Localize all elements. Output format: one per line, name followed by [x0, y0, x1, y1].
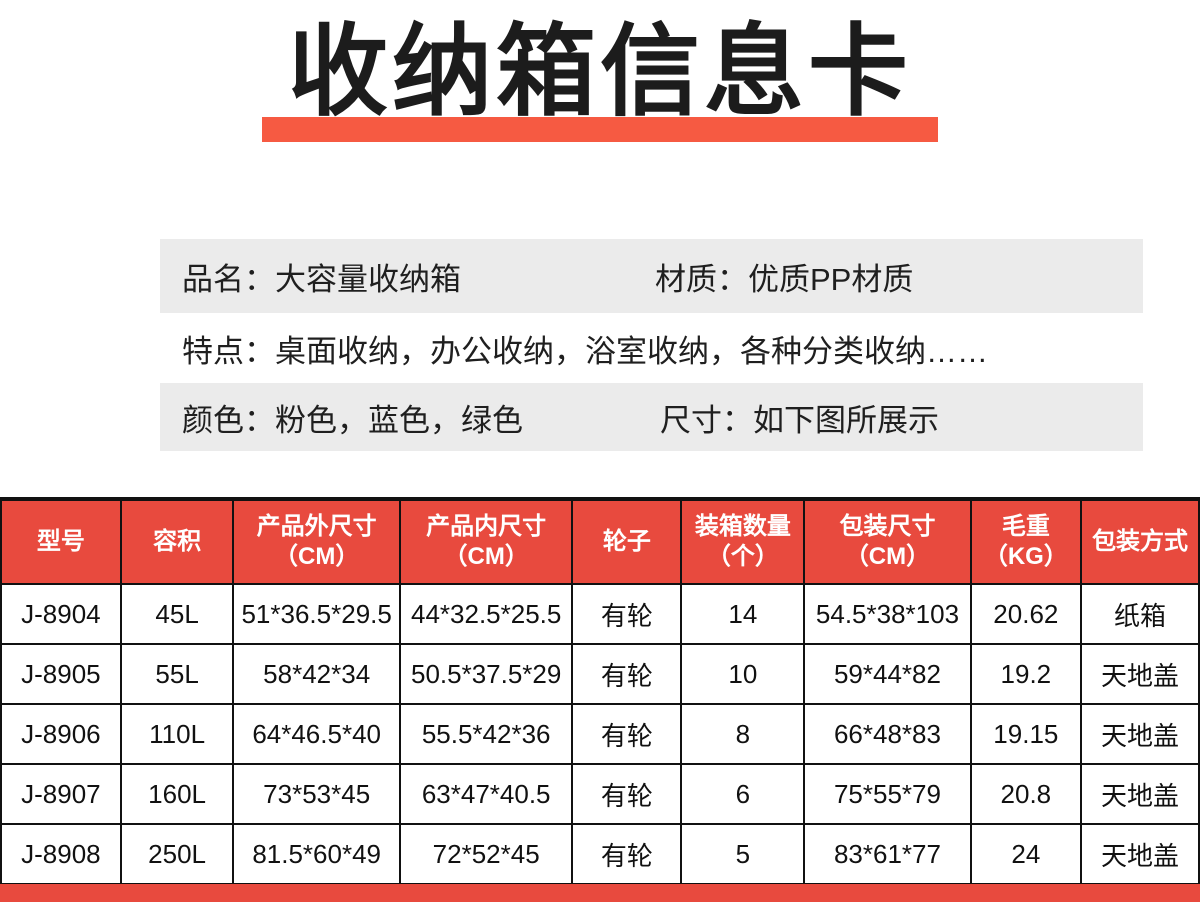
- cell-gross-weight: 19.15: [969, 703, 1082, 765]
- features-label: 特点：: [182, 333, 275, 369]
- cell-gross-weight: 24: [969, 823, 1082, 885]
- page-title: 收纳箱信息卡: [288, 16, 912, 128]
- color-pair: 颜色：粉色，蓝色，绿色: [160, 395, 523, 440]
- cell-qty-per-carton: 10: [680, 643, 806, 705]
- size-value: 如下图所展示: [753, 402, 939, 438]
- cell-capacity: 55L: [119, 643, 235, 705]
- col-header-wheels: 轮子: [571, 498, 683, 585]
- product-name-label: 品名：: [182, 261, 275, 297]
- cell-packing-method: 天地盖: [1079, 823, 1200, 885]
- material-pair: 材质：优质PP材质: [655, 254, 913, 299]
- cell-inner-size: 55.5*42*36: [398, 703, 574, 765]
- material-label: 材质：: [655, 261, 748, 297]
- bottom-red-strip: [0, 884, 1200, 902]
- col-header-package-size: 包装尺寸 （CM）: [803, 498, 972, 585]
- cell-qty-per-carton: 14: [680, 583, 806, 645]
- product-name-pair: 品名：大容量收纳箱: [160, 254, 461, 299]
- spec-table: 型号 容积 产品外尺寸 （CM） 产品内尺寸 （CM） 轮子 装箱数量 （个） 包装尺寸 （…: [0, 497, 1200, 885]
- material-value: 优质PP材质: [748, 261, 914, 297]
- cell-qty-per-carton: 5: [680, 823, 806, 885]
- cell-wheels: 有轮: [571, 703, 683, 765]
- col-header-model: 型号: [0, 498, 122, 585]
- features-pair: 特点：桌面收纳，办公收纳，浴室收纳，各种分类收纳……: [160, 326, 988, 371]
- spec-table-header: 型号 容积 产品外尺寸 （CM） 产品内尺寸 （CM） 轮子 装箱数量 （个） 包装尺寸 （…: [0, 498, 1200, 585]
- cell-outer-size: 64*46.5*40: [232, 703, 401, 765]
- cell-capacity: 45L: [119, 583, 235, 645]
- product-name-value: 大容量收纳箱: [275, 261, 461, 297]
- table-row: J-8904 45L 51*36.5*29.5 44*32.5*25.5 有轮 14 54.…: [0, 583, 1200, 645]
- cell-model: J-8907: [0, 763, 122, 825]
- cell-qty-per-carton: 6: [680, 763, 806, 825]
- features-value: 桌面收纳，办公收纳，浴室收纳，各种分类收纳……: [275, 333, 988, 369]
- cell-package-size: 75*55*79: [803, 763, 972, 825]
- cell-gross-weight: 20.62: [969, 583, 1082, 645]
- cell-model: J-8904: [0, 583, 122, 645]
- col-header-inner-size: 产品内尺寸 （CM）: [398, 498, 574, 585]
- cell-wheels: 有轮: [571, 643, 683, 705]
- cell-package-size: 66*48*83: [803, 703, 972, 765]
- cell-inner-size: 72*52*45: [398, 823, 574, 885]
- col-header-packing-method: 包装方式: [1079, 498, 1200, 585]
- cell-outer-size: 81.5*60*49: [232, 823, 401, 885]
- spec-table-body: J-8904 45L 51*36.5*29.5 44*32.5*25.5 有轮 14 54.…: [0, 583, 1200, 885]
- cell-wheels: 有轮: [571, 583, 683, 645]
- table-row: J-8905 55L 58*42*34 50.5*37.5*29 有轮 10 59*44*8…: [0, 643, 1200, 705]
- color-value: 粉色，蓝色，绿色: [275, 402, 523, 438]
- cell-capacity: 110L: [119, 703, 235, 765]
- cell-packing-method: 纸箱: [1079, 583, 1200, 645]
- cell-wheels: 有轮: [571, 823, 683, 885]
- cell-outer-size: 73*53*45: [232, 763, 401, 825]
- cell-capacity: 160L: [119, 763, 235, 825]
- table-row: J-8906 110L 64*46.5*40 55.5*42*36 有轮 8 66*48*8…: [0, 703, 1200, 765]
- size-label: 尺寸：: [660, 402, 753, 438]
- cell-packing-method: 天地盖: [1079, 643, 1200, 705]
- cell-inner-size: 63*47*40.5: [398, 763, 574, 825]
- cell-outer-size: 58*42*34: [232, 643, 401, 705]
- cell-package-size: 54.5*38*103: [803, 583, 972, 645]
- title-section: 收纳箱信息卡: [0, 0, 1200, 170]
- cell-gross-weight: 19.2: [969, 643, 1082, 705]
- cell-package-size: 83*61*77: [803, 823, 972, 885]
- cell-packing-method: 天地盖: [1079, 763, 1200, 825]
- info-row-name-material: 品名：大容量收纳箱 材质：优质PP材质: [160, 239, 1143, 313]
- cell-model: J-8906: [0, 703, 122, 765]
- cell-wheels: 有轮: [571, 763, 683, 825]
- cell-capacity: 250L: [119, 823, 235, 885]
- spec-table-header-row: 型号 容积 产品外尺寸 （CM） 产品内尺寸 （CM） 轮子 装箱数量 （个） 包装尺寸 （…: [0, 498, 1200, 585]
- col-header-gross-weight: 毛重 （KG）: [969, 498, 1082, 585]
- cell-outer-size: 51*36.5*29.5: [232, 583, 401, 645]
- cell-packing-method: 天地盖: [1079, 703, 1200, 765]
- cell-qty-per-carton: 8: [680, 703, 806, 765]
- table-row: J-8907 160L 73*53*45 63*47*40.5 有轮 6 75*55*79 2…: [0, 763, 1200, 825]
- cell-model: J-8905: [0, 643, 122, 705]
- col-header-capacity: 容积: [119, 498, 235, 585]
- cell-inner-size: 50.5*37.5*29: [398, 643, 574, 705]
- size-pair: 尺寸：如下图所展示: [660, 395, 939, 440]
- col-header-qty-per-carton: 装箱数量 （个）: [680, 498, 806, 585]
- cell-package-size: 59*44*82: [803, 643, 972, 705]
- color-label: 颜色：: [182, 402, 275, 438]
- info-row-color-size: 颜色：粉色，蓝色，绿色 尺寸：如下图所展示: [160, 383, 1143, 451]
- cell-inner-size: 44*32.5*25.5: [398, 583, 574, 645]
- cell-model: J-8908: [0, 823, 122, 885]
- title-underline-bar: [262, 117, 938, 142]
- cell-gross-weight: 20.8: [969, 763, 1082, 825]
- col-header-outer-size: 产品外尺寸 （CM）: [232, 498, 401, 585]
- info-row-features: 特点：桌面收纳，办公收纳，浴室收纳，各种分类收纳……: [160, 313, 1143, 383]
- table-row: J-8908 250L 81.5*60*49 72*52*45 有轮 5 83*61*77 2…: [0, 823, 1200, 885]
